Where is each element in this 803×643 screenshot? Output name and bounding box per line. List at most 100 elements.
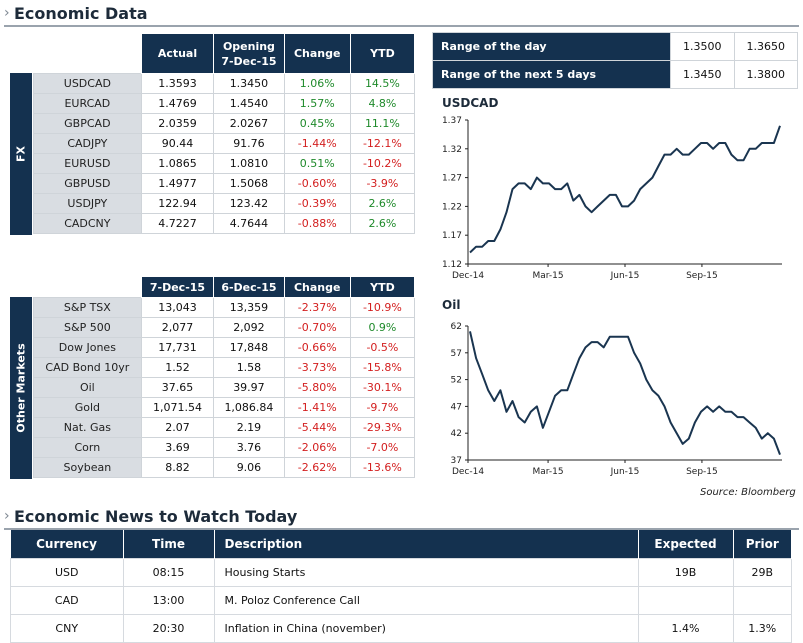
row-change: 1.06%: [283, 73, 351, 94]
x-tick-label: Jun-15: [610, 271, 640, 281]
x-tick-label: Sep-15: [686, 467, 718, 477]
row-change: -2.62%: [283, 457, 351, 478]
row-change: -0.88%: [283, 213, 351, 234]
row-label: EURUSD: [33, 153, 142, 174]
news-expected: 19B: [637, 558, 734, 587]
table-row: CAD 13:00 M. Poloz Conference Call: [10, 586, 792, 615]
row-change: -2.37%: [283, 297, 351, 318]
row-ytd: -29.3%: [349, 417, 416, 438]
news-description: M. Poloz Conference Call: [213, 586, 639, 615]
row-label: Corn: [33, 437, 142, 458]
range-day-low: 1.3500: [670, 32, 735, 61]
row-value-1: 4.7227: [140, 213, 215, 234]
row-label: GBPUSD: [33, 173, 142, 194]
row-ytd: 11.1%: [349, 113, 416, 134]
row-change: -1.44%: [283, 133, 351, 154]
row-ytd: -3.9%: [349, 173, 416, 194]
row-value-1: 1.52: [140, 357, 215, 378]
y-tick-label: 1.27: [442, 174, 462, 184]
row-change: -0.60%: [283, 173, 351, 194]
chevron-right-icon: ›: [4, 5, 10, 21]
news-header-expected: Expected: [638, 530, 734, 559]
row-change: 0.45%: [283, 113, 351, 134]
row-ytd: -13.6%: [349, 457, 416, 478]
y-tick-label: 1.17: [442, 231, 462, 241]
markets-table: 7-Dec-15 6-Dec-15 Change YTD S&P TSX 13,0…: [33, 276, 416, 478]
row-change: 0.51%: [283, 153, 351, 174]
row-label: Soybean: [33, 457, 142, 478]
row-label: S&P 500: [33, 317, 142, 338]
y-tick-label: 57: [451, 349, 462, 359]
economic-data-header: › Economic Data: [4, 3, 799, 27]
news-currency: CAD: [10, 586, 124, 615]
table-row: USDJPY 122.94 123.42 -0.39% 2.6%: [33, 193, 416, 214]
row-value-2: 17,848: [213, 337, 285, 358]
table-row: CAD Bond 10yr 1.52 1.58 -3.73% -15.8%: [33, 357, 416, 378]
news-header-prior: Prior: [733, 530, 792, 559]
row-ytd: -12.1%: [349, 133, 416, 154]
row-value-1: 8.82: [140, 457, 215, 478]
row-ytd: -0.5%: [349, 337, 416, 358]
table-row: GBPCAD 2.0359 2.0267 0.45% 11.1%: [33, 113, 416, 134]
fx-header-actual: Actual: [140, 33, 215, 74]
table-row: S&P 500 2,077 2,092 -0.70% 0.9%: [33, 317, 416, 338]
row-value-2: 1,086.84: [213, 397, 285, 418]
row-ytd: -10.9%: [349, 297, 416, 318]
row-change: -0.39%: [283, 193, 351, 214]
table-row: Corn 3.69 3.76 -2.06% -7.0%: [33, 437, 416, 458]
table-row: CADJPY 90.44 91.76 -1.44% -12.1%: [33, 133, 416, 154]
table-row: USD 08:15 Housing Starts 19B 29B: [10, 558, 792, 587]
row-value-1: 37.65: [140, 377, 215, 398]
markets-side-label: Other Markets: [10, 297, 32, 479]
row-value-2: 1.0810: [213, 153, 285, 174]
y-tick-label: 47: [451, 402, 462, 412]
table-row: Oil 37.65 39.97 -5.80% -30.1%: [33, 377, 416, 398]
row-ytd: -15.8%: [349, 357, 416, 378]
row-ytd: -10.2%: [349, 153, 416, 174]
y-tick-label: 42: [451, 429, 462, 439]
row-change: -3.73%: [283, 357, 351, 378]
series-line: [469, 125, 781, 254]
news-currency: USD: [10, 558, 124, 587]
source-note: Source: Bloomberg: [700, 487, 796, 498]
range-day-high: 1.3650: [733, 32, 798, 61]
x-tick-label: Dec-14: [452, 467, 484, 477]
row-change: -2.06%: [283, 437, 351, 458]
row-value-1: 1,071.54: [140, 397, 215, 418]
row-value-1: 2,077: [140, 317, 215, 338]
x-tick-label: Dec-14: [452, 271, 484, 281]
row-change: -5.44%: [283, 417, 351, 438]
fx-side-label: FX: [10, 73, 32, 235]
row-value-1: 1.3593: [140, 73, 215, 94]
row-value-2: 39.97: [213, 377, 285, 398]
row-value-1: 13,043: [140, 297, 215, 318]
row-label: CADCNY: [33, 213, 142, 234]
news-time: 08:15: [122, 558, 215, 587]
fx-header-ytd: YTD: [349, 33, 416, 74]
usdcad-chart-title: USDCAD: [442, 96, 499, 110]
row-ytd: 2.6%: [349, 213, 416, 234]
markets-header-date1: 7-Dec-15: [140, 276, 215, 298]
y-tick-label: 1.37: [442, 116, 462, 126]
row-value-1: 1.4977: [140, 173, 215, 194]
row-ytd: -30.1%: [349, 377, 416, 398]
news-prior: [732, 586, 792, 615]
row-change: -0.66%: [283, 337, 351, 358]
row-change: -5.80%: [283, 377, 351, 398]
news-time: 13:00: [122, 586, 215, 615]
row-label: USDCAD: [33, 73, 142, 94]
range-table: Range of the day 1.3500 1.3650 Range of …: [432, 32, 798, 89]
row-value-2: 1.3450: [213, 73, 285, 94]
row-value-1: 1.4769: [140, 93, 215, 114]
row-label: Dow Jones: [33, 337, 142, 358]
range-5day-high: 1.3800: [733, 60, 798, 89]
y-tick-label: 37: [451, 456, 462, 466]
table-row: USDCAD 1.3593 1.3450 1.06% 14.5%: [33, 73, 416, 94]
markets-header-change: Change: [283, 276, 351, 298]
section-title: Economic Data: [14, 4, 148, 23]
range-5day-low: 1.3450: [670, 60, 735, 89]
row-value-2: 2,092: [213, 317, 285, 338]
news-description: Housing Starts: [213, 558, 639, 587]
news-table: Currency Time Description Expected Prior…: [10, 530, 792, 643]
